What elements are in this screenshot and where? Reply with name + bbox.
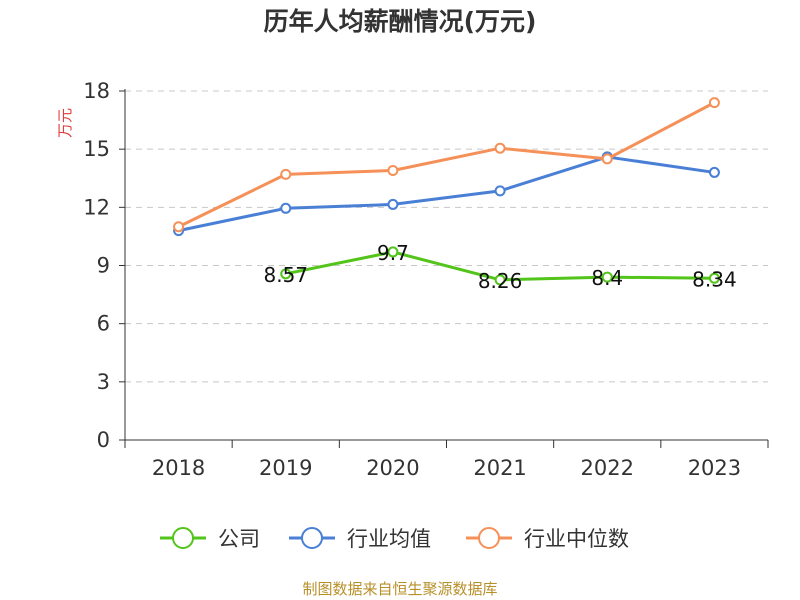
data-labels: 8.57 9.7 8.26 8.4 8.34	[263, 241, 736, 293]
point-series-1-2019	[280, 202, 292, 214]
legend-marker-icon	[301, 527, 323, 549]
point-series-0-2023	[708, 272, 720, 284]
y-tick-label-0: 0	[97, 428, 110, 452]
legend-item-0[interactable]: 公司	[160, 527, 260, 551]
source-note: 制图数据来自恒生聚源数据库	[302, 580, 497, 598]
x-tick-label-2018: 2018	[152, 456, 205, 480]
legend-marker-icon	[172, 527, 194, 549]
data-label-2020: 9.7	[377, 241, 409, 265]
legend[interactable]: 公司 行业均值 行业中位数	[160, 527, 629, 551]
y-axis-label: 万元	[56, 108, 74, 138]
x-tick-label-2023: 2023	[688, 456, 741, 480]
series-line-1	[178, 155, 715, 233]
series-line-2	[177, 101, 716, 229]
point-series-2-2022	[601, 153, 613, 165]
data-label-2023: 8.34	[692, 267, 737, 291]
y-tick-label-9: 9	[97, 254, 110, 278]
point-series-1-2020	[387, 198, 399, 210]
point-series-2-2023	[708, 97, 720, 109]
legend-item-1[interactable]: 行业均值	[289, 527, 431, 551]
series-lines	[173, 97, 720, 286]
y-tick-label-6: 6	[97, 312, 110, 336]
point-series-1-2023	[708, 166, 720, 178]
point-series-2-2020	[387, 164, 399, 176]
axes: 0 3 6 9 12 15 18 2018 2019 2020 2021 2022 2023	[83, 79, 769, 480]
y-tick-label-3: 3	[97, 370, 110, 394]
point-series-1-2021	[494, 185, 506, 197]
point-series-0-2022	[601, 271, 613, 283]
chart-title: 历年人均薪酬情况(万元)	[264, 7, 537, 36]
point-series-0-2019	[280, 268, 292, 280]
point-series-2-2018	[173, 221, 185, 233]
point-series-2-2019	[280, 168, 292, 180]
x-tick-label-2019: 2019	[259, 456, 312, 480]
point-series-0-2020	[387, 246, 399, 258]
legend-label: 公司	[218, 527, 260, 551]
data-label-2022: 8.4	[591, 266, 623, 290]
legend-marker-icon	[478, 527, 500, 549]
x-tick-label-2022: 2022	[581, 456, 634, 480]
point-series-2-2021	[494, 142, 506, 154]
legend-item-2[interactable]: 行业中位数	[466, 527, 629, 551]
legend-label: 行业中位数	[524, 527, 629, 551]
y-tick-label-12: 12	[83, 195, 110, 219]
y-tick-label-15: 15	[83, 137, 110, 161]
grid-lines	[125, 90, 768, 383]
legend-label: 行业均值	[347, 527, 431, 551]
y-tick-label-18: 18	[83, 79, 110, 103]
x-tick-label-2021: 2021	[473, 456, 526, 480]
x-tick-label-2020: 2020	[366, 456, 419, 480]
data-label-2019: 8.57	[263, 263, 308, 287]
point-series-0-2021	[494, 274, 506, 286]
data-label-2021: 8.26	[478, 269, 523, 293]
